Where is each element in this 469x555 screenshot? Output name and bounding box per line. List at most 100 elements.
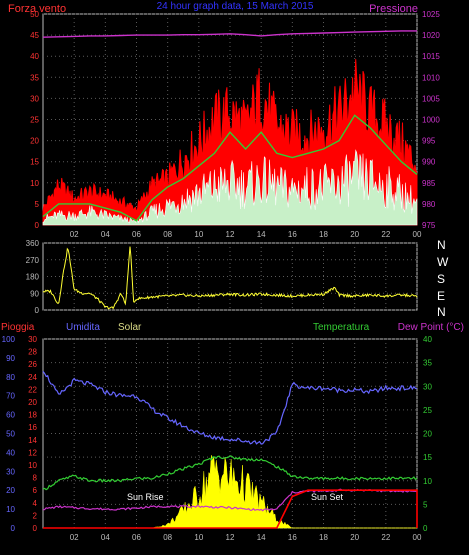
wind-y-tick: 35 — [30, 73, 39, 82]
pioggia-y-tick: 22 — [28, 385, 37, 394]
temp-y-tick: 35 — [423, 359, 432, 368]
env-x-tick: 12 — [226, 533, 235, 542]
wind-x-tick: 18 — [319, 230, 328, 239]
env-x-tick: 02 — [70, 533, 79, 542]
wind-y-tick: 50 — [30, 10, 39, 19]
sunrise-annotation: Sun Rise — [127, 492, 164, 502]
pioggia-y-tick: 28 — [28, 348, 37, 357]
umidita-y-tick: 0 — [11, 524, 16, 533]
temp-y-tick: 25 — [423, 406, 432, 415]
temp-y-tick: 40 — [423, 335, 432, 344]
pressure-y-tick: 1025 — [422, 10, 440, 19]
wind-x-tick: 02 — [70, 230, 79, 239]
pioggia-series — [43, 489, 418, 529]
env-x-tick: 18 — [319, 533, 328, 542]
wind-average-series — [42, 114, 418, 222]
umidita-y-tick: 80 — [6, 373, 15, 382]
pioggia-y-tick: 24 — [28, 373, 37, 382]
wind-x-tick: 22 — [381, 230, 390, 239]
chart-title: 24 hour graph data, 15 March 2015 — [157, 1, 314, 12]
pioggia-y-tick: 2 — [33, 511, 38, 520]
env-x-tick: 14 — [257, 533, 266, 542]
env-x-tick: 04 — [101, 533, 110, 542]
umidita-y-tick: 90 — [6, 354, 15, 363]
bottom-label-pioggia: Pioggia — [1, 322, 35, 333]
wind-y-tick: 5 — [35, 200, 40, 209]
direction-y-tick: 360 — [26, 239, 40, 248]
temp-y-tick: 15 — [423, 453, 432, 462]
direction-y-tick: 180 — [26, 273, 40, 282]
bottom-label-solar: Solar — [118, 322, 142, 333]
wind-x-tick: 10 — [194, 230, 203, 239]
env-x-tick: 08 — [163, 533, 172, 542]
direction-label-w: W — [437, 255, 449, 269]
wind-x-tick: 12 — [226, 230, 235, 239]
umidita-y-tick: 10 — [6, 505, 15, 514]
pioggia-y-tick: 12 — [28, 448, 37, 457]
pressure-y-tick: 990 — [422, 158, 436, 167]
env-x-tick: 06 — [132, 533, 141, 542]
wind-y-tick: 40 — [30, 52, 39, 61]
pressure-y-tick: 980 — [422, 200, 436, 209]
pressure-series — [42, 30, 417, 38]
pressure-y-tick: 1015 — [422, 52, 440, 61]
env-x-tick: 16 — [288, 533, 297, 542]
umidita-series — [42, 370, 418, 445]
wind-speed-series — [42, 149, 418, 226]
direction-y-tick: 90 — [30, 289, 39, 298]
wind-x-tick: 04 — [101, 230, 110, 239]
pioggia-y-tick: 8 — [33, 474, 38, 483]
pioggia-y-tick: 10 — [28, 461, 37, 470]
temp-y-tick: 30 — [423, 382, 432, 391]
direction-label-n-top: N — [437, 238, 446, 252]
pioggia-y-tick: 18 — [28, 411, 37, 420]
direction-label-s: S — [437, 272, 445, 286]
temp-y-tick: 20 — [423, 430, 432, 439]
env-x-tick: 00 — [413, 533, 422, 542]
wind-x-tick: 06 — [132, 230, 141, 239]
temp-y-tick: 10 — [423, 477, 432, 486]
wind-y-tick: 10 — [30, 179, 39, 188]
umidita-y-tick: 70 — [6, 392, 15, 401]
bottom-label-dewpoint: Dew Point (°C) — [398, 322, 464, 333]
wind-y-tick: 0 — [35, 221, 40, 230]
umidita-y-tick: 50 — [6, 430, 15, 439]
pioggia-y-tick: 0 — [33, 524, 38, 533]
temperatura-series — [42, 455, 418, 491]
pressure-y-tick: 975 — [422, 221, 436, 230]
wind-strength-label: Forza vento — [8, 3, 66, 15]
solar-series — [43, 455, 417, 529]
direction-y-tick: 0 — [35, 306, 40, 315]
temp-y-tick: 0 — [423, 524, 428, 533]
wind-y-tick: 25 — [30, 116, 39, 125]
wind-y-tick: 45 — [30, 31, 39, 40]
pioggia-y-tick: 14 — [28, 436, 37, 445]
umidita-y-tick: 60 — [6, 411, 15, 420]
direction-label-n-bottom: N — [437, 305, 446, 319]
wind-y-tick: 30 — [30, 94, 39, 103]
env-x-tick: 20 — [350, 533, 359, 542]
bottom-label-temperatura: Temperatura — [313, 322, 370, 333]
pioggia-y-tick: 20 — [28, 398, 37, 407]
env-x-tick: 10 — [194, 533, 203, 542]
pioggia-y-tick: 16 — [28, 423, 37, 432]
pressure-y-tick: 1010 — [422, 73, 440, 82]
pioggia-y-tick: 26 — [28, 360, 37, 369]
pressure-y-tick: 1005 — [422, 94, 440, 103]
wind-y-tick: 20 — [30, 137, 39, 146]
umidita-y-tick: 100 — [2, 335, 16, 344]
pressure-y-tick: 995 — [422, 137, 436, 146]
env-x-tick: 22 — [381, 533, 390, 542]
direction-label-e: E — [437, 289, 445, 303]
wind-x-tick: 20 — [350, 230, 359, 239]
direction-y-tick: 270 — [26, 256, 40, 265]
pressure-label: Pressione — [369, 3, 418, 15]
wind-x-tick: 00 — [413, 230, 422, 239]
pioggia-y-tick: 6 — [33, 486, 38, 495]
wind-x-tick: 08 — [163, 230, 172, 239]
pressure-y-tick: 1020 — [422, 31, 440, 40]
wind-y-tick: 15 — [30, 158, 39, 167]
wind-x-tick: 16 — [288, 230, 297, 239]
wind-x-tick: 14 — [257, 230, 266, 239]
